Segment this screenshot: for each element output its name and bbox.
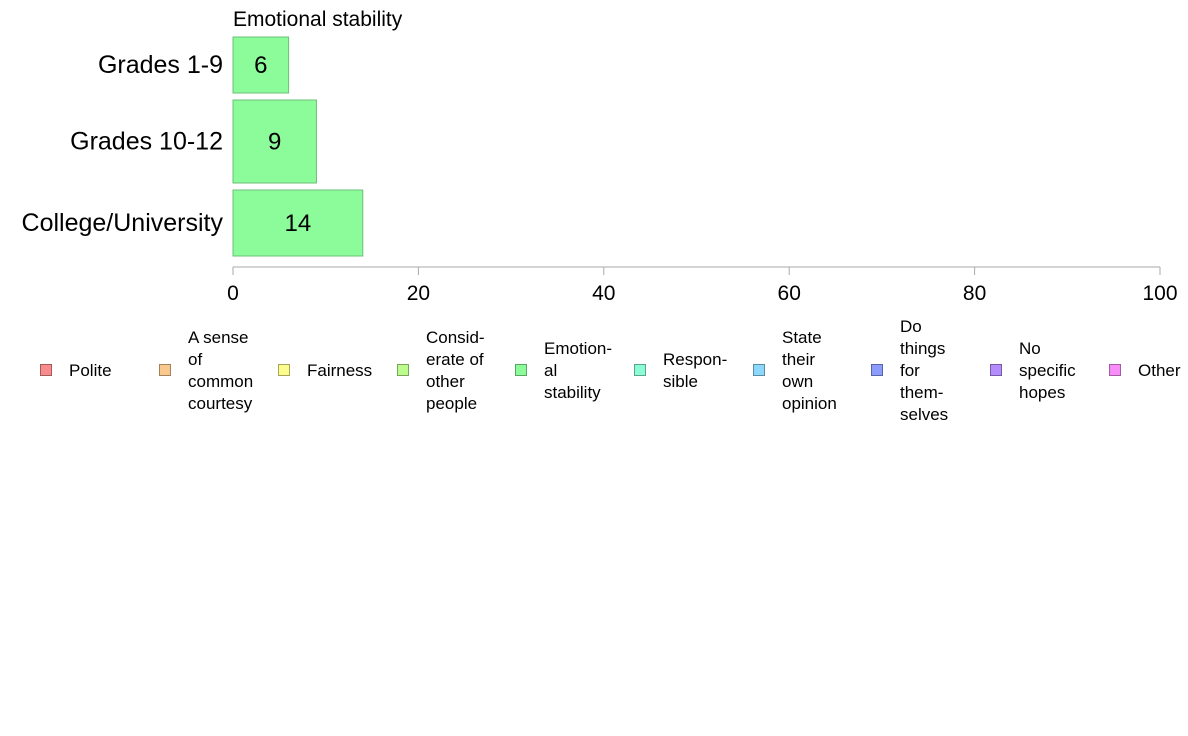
category-label: Grades 10-12 — [70, 128, 223, 156]
category-label: College/University — [22, 209, 224, 237]
legend-swatch — [278, 364, 290, 376]
legend-label: State their own opinion — [782, 328, 837, 413]
bars-group: Grades 1-9 6 Grades 10-12 9 College/Universi… — [22, 36, 364, 257]
legend-swatch — [515, 364, 527, 376]
x-tick-label: 20 — [407, 282, 430, 305]
x-tick-label: 100 — [1142, 282, 1177, 305]
legend-label: Fairness — [307, 361, 373, 380]
x-axis: 0 20 40 60 80 100 — [227, 266, 1178, 305]
legend-swatch — [990, 364, 1002, 376]
legend-label: Emotion- al stability — [544, 339, 613, 402]
legend-label: Polite — [69, 361, 112, 380]
legend-swatch — [1109, 364, 1121, 376]
chart-title: Emotional stability — [233, 8, 403, 31]
x-tick-label: 40 — [592, 282, 615, 305]
x-tick-label: 0 — [227, 282, 239, 305]
bar — [232, 189, 364, 257]
legend-label: No specific hopes — [1019, 339, 1076, 402]
bar-value-label: 9 — [268, 129, 281, 156]
legend-swatch — [871, 364, 883, 376]
legend-label: Consid- erate of other people — [426, 328, 485, 413]
legend-label: Respon- sible — [663, 350, 728, 391]
bar-value-label: 6 — [254, 52, 267, 79]
legend-swatch — [753, 364, 765, 376]
bar-value-label: 14 — [285, 210, 312, 237]
legend-swatch — [40, 364, 52, 376]
category-label: Grades 1-9 — [98, 51, 223, 79]
bar — [232, 36, 290, 94]
legend-label: Do things for them- selves — [900, 317, 949, 424]
legend-label: A sense of common courtesy — [188, 328, 254, 413]
x-tick-label: 80 — [963, 282, 986, 305]
legend-swatch — [634, 364, 646, 376]
x-tick-label: 60 — [778, 282, 801, 305]
bar — [232, 99, 317, 184]
legend-swatch — [397, 364, 409, 376]
legend-label: Other — [1138, 361, 1181, 380]
legend-swatch — [159, 364, 171, 376]
bar-chart: Emotional stability Grades 1-9 6 Grades 10… — [22, 8, 1178, 305]
